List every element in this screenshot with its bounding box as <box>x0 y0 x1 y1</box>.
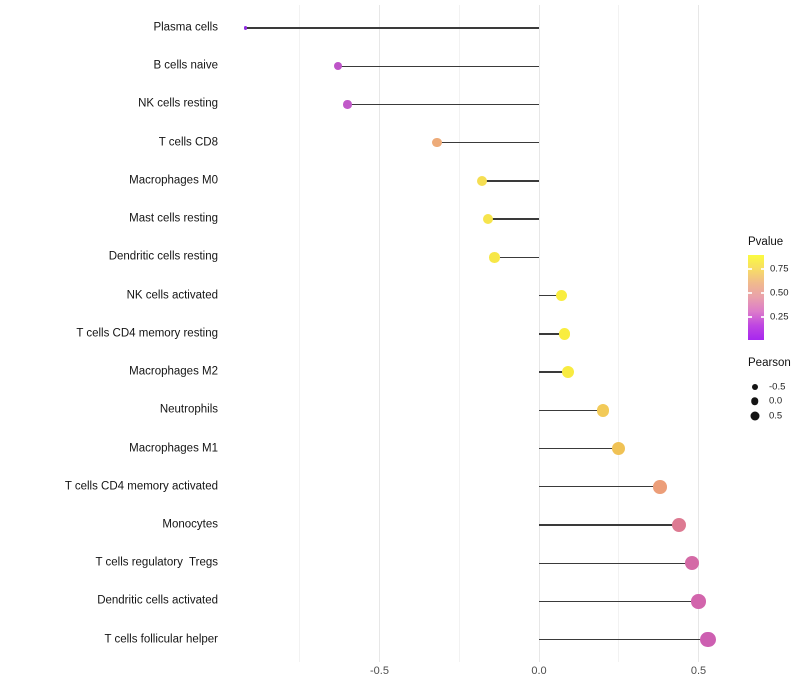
row-label: Mast cells resting <box>129 212 218 225</box>
row-label: NK cells resting <box>138 97 218 110</box>
lollipop-point <box>432 137 442 148</box>
lollipop-stem <box>494 256 539 259</box>
x-tick-label: 0.0 <box>531 665 547 677</box>
lollipop-point <box>489 252 500 263</box>
colorbar-tick <box>748 316 752 318</box>
lollipop-point <box>684 555 700 571</box>
pearson-legend-label: -0.5 <box>769 380 786 392</box>
row-label: Dendritic cells resting <box>108 250 218 263</box>
lollipop-stem <box>245 27 539 29</box>
x-tick-label: 0.5 <box>690 665 707 677</box>
row-label: T cells CD4 memory activated <box>64 480 218 492</box>
row-label: T cells CD8 <box>158 135 218 148</box>
colorbar-tick <box>748 268 752 270</box>
pvalue-colorbar <box>748 255 764 340</box>
lollipop-stem <box>539 638 709 641</box>
lollipop-point <box>482 213 494 225</box>
pearson-legend-dot <box>750 397 759 405</box>
row-label: Neutrophils <box>159 403 218 416</box>
row-label: Monocytes <box>162 518 218 531</box>
lollipop-stem <box>539 294 562 297</box>
colorbar-tick-label: 0.25 <box>770 311 789 323</box>
lollipop-point <box>612 442 626 456</box>
row-label: T cells follicular helper <box>104 632 218 645</box>
lollipop-stem <box>539 600 699 603</box>
gridline-major <box>698 5 699 662</box>
colorbar-tick <box>760 292 764 294</box>
lollipop-point <box>653 480 667 494</box>
lollipop-stem <box>436 141 539 144</box>
row-label: Macrophages M0 <box>129 174 218 187</box>
gridline-minor <box>458 5 460 662</box>
pearson-legend-dot <box>750 411 759 420</box>
lollipop-stem <box>338 65 539 67</box>
lollipop-point <box>555 290 567 302</box>
lollipop-stem <box>539 447 619 450</box>
lollipop-stem <box>539 333 565 335</box>
lollipop-point <box>596 404 610 417</box>
gridline-minor <box>299 5 301 662</box>
lollipop-stem <box>347 103 539 106</box>
colorbar-tick <box>760 316 764 318</box>
lollipop-point <box>558 328 571 340</box>
lollipop-stem <box>539 409 603 411</box>
lollipop-point <box>243 26 248 30</box>
row-label: Dendritic cells activated <box>97 594 218 607</box>
row-label: T cells CD4 memory resting <box>76 327 218 340</box>
row-label: T cells regulatory Tregs <box>95 556 218 569</box>
lollipop-point <box>334 62 343 71</box>
row-label: Macrophages M2 <box>129 365 218 378</box>
lollipop-point <box>561 366 574 379</box>
lollipop-point <box>691 594 706 609</box>
lollipop-stem <box>539 524 680 526</box>
gridline-minor <box>618 5 620 662</box>
lollipop-stem <box>539 562 693 564</box>
pvalue-legend-title: Pvalue <box>748 236 784 248</box>
lollipop-stem <box>481 180 539 182</box>
lollipop-point <box>700 631 716 648</box>
pearson-legend-title: Pearson <box>748 357 791 369</box>
pearson-legend-dot <box>751 383 758 390</box>
x-tick-label: -0.5 <box>370 665 389 677</box>
colorbar-tick <box>748 292 752 294</box>
row-label: Plasma cells <box>153 21 218 34</box>
lollipop-stem <box>487 218 539 220</box>
colorbar-tick-label: 0.75 <box>770 263 789 275</box>
colorbar-tick <box>760 268 764 270</box>
row-label: NK cells activated <box>126 288 218 301</box>
colorbar-tick-label: 0.50 <box>770 287 789 299</box>
lollipop-stem <box>539 371 568 373</box>
lollipop-point <box>672 517 687 532</box>
gridline-major <box>379 5 380 662</box>
row-label: B cells naive <box>153 59 218 72</box>
lollipop-stem <box>539 486 661 488</box>
pearson-legend-label: 0.0 <box>769 395 783 407</box>
lollipop-point <box>343 100 352 109</box>
row-label: Macrophages M1 <box>129 441 218 454</box>
pearson-legend-label: 0.5 <box>769 409 783 421</box>
lollipop-point <box>476 175 487 186</box>
